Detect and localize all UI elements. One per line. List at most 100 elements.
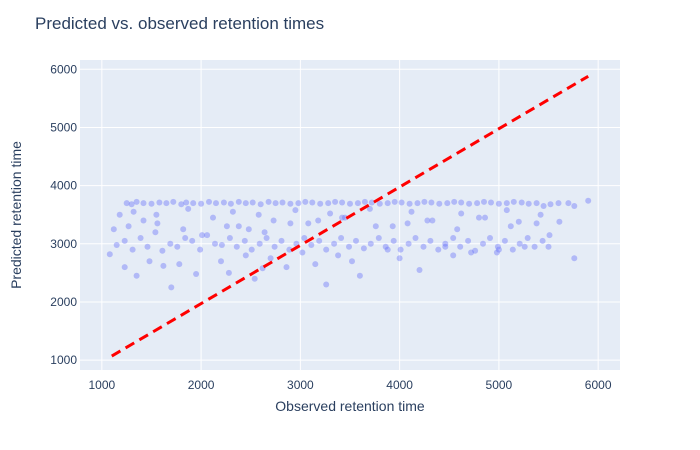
data-point bbox=[428, 199, 435, 206]
x-axis-title: Observed retention time bbox=[275, 398, 425, 414]
data-point bbox=[305, 220, 312, 227]
data-point bbox=[518, 199, 525, 206]
data-point bbox=[278, 237, 285, 244]
data-point bbox=[302, 198, 309, 205]
data-point bbox=[123, 200, 130, 207]
data-point bbox=[163, 200, 170, 207]
data-point bbox=[113, 242, 120, 248]
data-point bbox=[180, 226, 187, 233]
data-point bbox=[457, 243, 464, 250]
data-point bbox=[361, 198, 368, 205]
data-point bbox=[335, 252, 342, 259]
data-point bbox=[406, 200, 413, 207]
data-point bbox=[458, 199, 465, 206]
data-point bbox=[398, 199, 405, 206]
data-point bbox=[287, 220, 294, 227]
data-point bbox=[245, 226, 252, 233]
data-point bbox=[515, 218, 522, 225]
x-tick-label: 1000 bbox=[88, 378, 115, 392]
data-point bbox=[384, 246, 391, 253]
data-point bbox=[503, 200, 510, 207]
data-point bbox=[130, 208, 137, 215]
data-point bbox=[546, 232, 553, 239]
data-point bbox=[476, 214, 482, 221]
data-point bbox=[338, 235, 345, 241]
data-point bbox=[168, 284, 175, 291]
data-point bbox=[458, 210, 465, 217]
data-point bbox=[106, 251, 113, 258]
data-point bbox=[488, 199, 494, 206]
data-point bbox=[315, 217, 322, 224]
data-point bbox=[146, 258, 153, 265]
data-point bbox=[474, 200, 481, 207]
data-point bbox=[133, 198, 140, 205]
data-point bbox=[547, 201, 554, 208]
data-point bbox=[382, 243, 389, 250]
data-point bbox=[391, 198, 398, 205]
data-point bbox=[537, 211, 544, 218]
data-point bbox=[516, 240, 523, 247]
data-point bbox=[170, 198, 177, 205]
data-point bbox=[495, 200, 502, 207]
data-point bbox=[190, 200, 197, 207]
data-point bbox=[495, 246, 502, 253]
data-point bbox=[545, 243, 552, 250]
data-point bbox=[487, 235, 493, 241]
y-tick-label: 2000 bbox=[50, 295, 77, 309]
data-point bbox=[160, 262, 167, 269]
data-point bbox=[405, 240, 412, 247]
data-point bbox=[539, 237, 546, 244]
data-point bbox=[412, 235, 419, 241]
data-point bbox=[429, 217, 436, 224]
data-point bbox=[251, 275, 258, 282]
chart-title: Predicted vs. observed retention times bbox=[35, 14, 324, 33]
data-point bbox=[144, 243, 151, 250]
data-point bbox=[182, 235, 189, 241]
data-point bbox=[466, 200, 473, 207]
data-point bbox=[255, 211, 262, 218]
data-point bbox=[416, 267, 423, 273]
x-tick-label: 5000 bbox=[486, 378, 513, 392]
data-point bbox=[507, 223, 514, 230]
data-point bbox=[193, 271, 200, 277]
data-point bbox=[140, 200, 147, 207]
x-tick-label: 2000 bbox=[188, 378, 215, 392]
data-point bbox=[308, 242, 315, 248]
data-point bbox=[110, 226, 117, 233]
data-point bbox=[257, 201, 264, 208]
data-point bbox=[316, 237, 323, 244]
data-point bbox=[509, 246, 516, 253]
data-point bbox=[312, 261, 319, 268]
data-point bbox=[347, 200, 353, 207]
data-point bbox=[325, 200, 332, 207]
data-point bbox=[261, 229, 268, 236]
data-point bbox=[159, 247, 166, 254]
data-point bbox=[327, 210, 334, 217]
data-point bbox=[444, 200, 451, 207]
data-point bbox=[249, 199, 256, 206]
data-point bbox=[480, 240, 486, 247]
y-axis-title: Predicted retention time bbox=[8, 141, 24, 289]
data-point bbox=[292, 207, 299, 214]
data-point bbox=[272, 200, 279, 207]
grid-lines bbox=[80, 60, 620, 370]
data-point bbox=[218, 258, 224, 265]
y-tick-label: 3000 bbox=[50, 237, 77, 251]
data-point bbox=[178, 201, 185, 208]
data-point bbox=[331, 240, 338, 247]
data-point bbox=[271, 243, 278, 250]
data-point bbox=[323, 281, 330, 288]
data-point bbox=[229, 208, 236, 215]
data-point bbox=[156, 199, 163, 206]
data-point bbox=[125, 223, 132, 230]
data-point bbox=[235, 223, 242, 230]
data-point bbox=[226, 235, 233, 241]
data-point bbox=[585, 197, 592, 204]
data-point bbox=[349, 258, 355, 265]
data-point bbox=[525, 200, 532, 207]
reference-line-group bbox=[111, 74, 589, 358]
data-point bbox=[332, 198, 339, 205]
data-point bbox=[133, 272, 140, 279]
